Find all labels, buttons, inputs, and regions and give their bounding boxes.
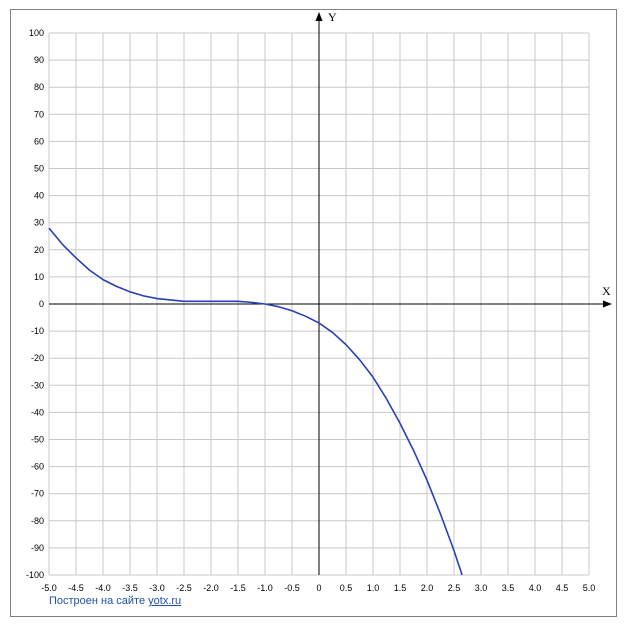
x-tick-label-5: -2.5 — [176, 583, 192, 593]
x-axis-arrow — [603, 300, 612, 308]
x-tick-label-17: 3.5 — [502, 583, 515, 593]
x-tick-label-6: -2.0 — [203, 583, 219, 593]
x-tick-label-20: 5.0 — [583, 583, 596, 593]
series-line-0 — [48, 227, 463, 576]
y-tick-label-0: 100 — [29, 28, 44, 38]
y-tick-label-9: 10 — [34, 272, 44, 282]
x-tick-label-4: -3.0 — [149, 583, 165, 593]
x-tick-label-14: 2.0 — [421, 583, 434, 593]
y-tick-label-5: 50 — [34, 164, 44, 174]
x-tick-label-16: 3.0 — [475, 583, 488, 593]
x-tick-label-9: -0.5 — [284, 583, 300, 593]
y-tick-label-18: -80 — [31, 516, 44, 526]
x-tick-label-1: -4.5 — [68, 583, 84, 593]
y-tick-label-15: -50 — [31, 435, 44, 445]
y-tick-label-20: -100 — [26, 570, 44, 580]
x-tick-label-18: 4.0 — [529, 583, 542, 593]
y-tick-label-7: 30 — [34, 218, 44, 228]
y-tick-label-3: 70 — [34, 109, 44, 119]
x-tick-label-10: 0 — [316, 583, 321, 593]
x-tick-label-0: -5.0 — [41, 583, 57, 593]
x-axis-label: X — [602, 284, 611, 298]
x-tick-label-8: -1.0 — [257, 583, 273, 593]
x-tick-label-19: 4.5 — [556, 583, 569, 593]
y-tick-label-13: -30 — [31, 380, 44, 390]
y-tick-label-8: 20 — [34, 245, 44, 255]
tick-labels: -5.0 -4.5 -4.0 -3.5 -3.0 -2.5 -2.0 -1.5 -1.0 -0.5… — [26, 28, 595, 593]
footer-credit: Построен на сайте yotx.ru — [49, 595, 181, 607]
x-tick-label-12: 1.0 — [367, 583, 380, 593]
y-tick-label-6: 40 — [34, 191, 44, 201]
y-tick-label-16: -60 — [31, 462, 44, 472]
y-tick-label-10: 0 — [39, 299, 44, 309]
y-tick-label-12: -20 — [31, 353, 44, 363]
y-tick-label-2: 80 — [34, 82, 44, 92]
chart-frame — [10, 9, 617, 617]
y-axis-label: Y — [328, 10, 337, 24]
x-tick-label-3: -3.5 — [122, 583, 138, 593]
x-tick-label-15: 2.5 — [448, 583, 461, 593]
y-tick-label-14: -40 — [31, 407, 44, 417]
x-tick-label-11: 0.5 — [340, 583, 353, 593]
y-axis-arrow — [315, 12, 323, 21]
x-tick-label-13: 1.5 — [394, 583, 407, 593]
axes: XY — [49, 10, 612, 575]
footer-text: Построен на сайте — [49, 595, 149, 607]
y-tick-label-1: 90 — [34, 55, 44, 65]
y-tick-label-4: 60 — [34, 136, 44, 146]
footer-link[interactable]: yotx.ru — [148, 595, 182, 607]
y-tick-label-11: -10 — [31, 326, 44, 336]
y-tick-label-17: -70 — [31, 489, 44, 499]
y-tick-label-19: -90 — [31, 543, 44, 553]
x-tick-label-7: -1.5 — [230, 583, 246, 593]
plot-area — [48, 227, 463, 576]
x-tick-label-2: -4.0 — [95, 583, 111, 593]
